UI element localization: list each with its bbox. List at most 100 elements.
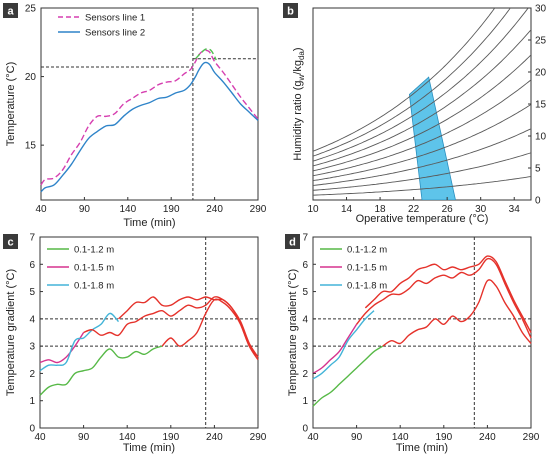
y-axis-label: Temperature (°C) xyxy=(5,62,17,146)
y-tick-label: 20 xyxy=(25,72,37,83)
x-tick-label: 140 xyxy=(392,432,409,443)
y-axis-label-part: Humidity ratio (g xyxy=(292,80,304,160)
y-tick-label: 30 xyxy=(535,4,547,15)
x-tick-label: 40 xyxy=(35,204,47,215)
x-tick-label: 140 xyxy=(119,204,136,215)
x-axis-label: Time (min) xyxy=(123,217,175,229)
panel-label: c xyxy=(7,237,13,249)
x-tick-label: 30 xyxy=(475,204,487,215)
legend-label: 0.1-1.5 m xyxy=(347,263,387,274)
series-line-0-1-1-2-m xyxy=(312,345,384,407)
panel-a-frame xyxy=(40,7,259,201)
series-line-unlabeled-4 xyxy=(83,296,259,361)
legend-label: 0.1-1.8 m xyxy=(74,281,114,292)
y-tick-label: 15 xyxy=(535,100,547,111)
relative-humidity-curve xyxy=(313,8,529,162)
x-tick-label: 40 xyxy=(307,432,319,443)
series-line-0-1-1-8-m xyxy=(39,312,120,372)
y-tick-label: 6 xyxy=(302,260,308,271)
x-tick-label: 90 xyxy=(351,432,363,443)
y-tick-label: 3 xyxy=(302,342,308,353)
x-tick-label: 34 xyxy=(509,204,521,215)
panel-c-gradient-chart: 40 90 140 190 240 290 0 1 2 3 4 5 6 7 Time (min) Temper… xyxy=(3,233,267,454)
y-axis-label-part: /kg xyxy=(292,60,304,75)
relative-humidity-curve xyxy=(313,104,531,182)
y-tick-label: 25 xyxy=(25,4,37,15)
y-axis-label-part: w xyxy=(297,74,306,81)
series-line-unlabeled-5 xyxy=(118,296,259,358)
relative-humidity-curve xyxy=(313,29,531,167)
y-axis-label-part: ) xyxy=(292,47,304,51)
x-tick-label: 190 xyxy=(163,204,180,215)
y-tick-label: 7 xyxy=(302,233,308,244)
x-tick-label: 240 xyxy=(479,432,496,443)
legend-label: Sensors line 2 xyxy=(85,28,145,39)
x-tick-label: 40 xyxy=(34,432,46,443)
series-line-unlabeled-5 xyxy=(364,255,532,333)
panel-a-temperature-chart: 40 90 140 190 240 290 15 20 25 Time (min) Temperat… xyxy=(3,3,267,229)
x-tick-label: 14 xyxy=(341,204,353,215)
x-tick-label: 190 xyxy=(435,432,452,443)
x-tick-label: 290 xyxy=(250,204,267,215)
relative-humidity-curve xyxy=(313,128,531,186)
x-tick-label: 240 xyxy=(206,204,223,215)
y-tick-label: 4 xyxy=(302,314,308,325)
series-line-unlabeled-4 xyxy=(356,257,532,339)
y-tick-label: 5 xyxy=(535,164,541,175)
panel-label-box xyxy=(3,234,18,249)
panel-label: d xyxy=(289,237,296,249)
panel-b-plot-area xyxy=(313,8,531,200)
series-line-0-1-1-5-m xyxy=(39,332,85,364)
x-axis-label: Time (min) xyxy=(396,442,448,454)
y-tick-label: 5 xyxy=(29,287,35,298)
y-tick-label: 15 xyxy=(25,141,37,152)
y-tick-label: 3 xyxy=(29,342,35,353)
legend-label: 0.1-1.8 m xyxy=(347,281,387,292)
relative-humidity-curve xyxy=(313,8,511,157)
x-tick-label: 290 xyxy=(250,432,267,443)
y-axis-label: Humidity ratio (gw/kgda) xyxy=(292,47,306,160)
x-tick-label: 90 xyxy=(78,432,90,443)
y-tick-label: 5 xyxy=(302,287,308,298)
y-tick-label: 0 xyxy=(29,424,35,435)
x-tick-label: 90 xyxy=(79,204,91,215)
series-line-sensors-line-1 xyxy=(40,49,259,186)
x-axis-label: Operative temperature (°C) xyxy=(356,213,489,225)
x-tick-label: 26 xyxy=(442,204,454,215)
x-tick-label: 290 xyxy=(523,432,540,443)
panel-label: a xyxy=(7,6,14,18)
panel-label-box xyxy=(285,234,300,249)
y-axis-label: Temperature gradient (°C) xyxy=(5,269,17,396)
comfort-zone xyxy=(408,76,456,200)
panel-label-box xyxy=(283,3,298,18)
y-tick-label: 20 xyxy=(535,68,547,79)
y-tick-label: 6 xyxy=(29,260,35,271)
series-line-unlabeled-3 xyxy=(382,279,532,347)
x-tick-label: 140 xyxy=(119,432,136,443)
y-tick-label: 4 xyxy=(29,314,35,325)
y-tick-label: 0 xyxy=(535,196,541,207)
relative-humidity-curve xyxy=(313,152,531,191)
panel-label-box xyxy=(3,3,18,18)
y-tick-label: 1 xyxy=(29,396,35,407)
series-line-0-1-1-5-m xyxy=(312,323,358,375)
series-line-0-1-1-8-m xyxy=(312,310,375,380)
series-line-unlabeled-2 xyxy=(195,48,217,61)
legend-label: Sensors line 1 xyxy=(85,13,145,24)
y-tick-label: 7 xyxy=(29,233,35,244)
legend-label: 0.1-1.2 m xyxy=(347,245,387,256)
y-tick-label: 2 xyxy=(302,369,308,380)
x-tick-label: 190 xyxy=(162,432,179,443)
y-tick-label: 10 xyxy=(535,132,547,143)
series-line-sensors-line-2 xyxy=(40,61,259,193)
x-tick-label: 10 xyxy=(307,204,319,215)
series-line-0-1-1-2-m xyxy=(39,345,163,396)
relative-humidity-curve xyxy=(313,79,531,177)
relative-humidity-curve xyxy=(313,8,496,152)
panel-d-gradient-chart: 40 90 140 190 240 290 0 1 2 3 4 5 6 7 Time (min) Temper… xyxy=(285,233,540,454)
y-axis-label: Temperature gradient (°C) xyxy=(287,269,299,396)
legend-label: 0.1-1.2 m xyxy=(74,245,114,256)
legend-label: 0.1-1.5 m xyxy=(74,263,114,274)
y-tick-label: 0 xyxy=(302,424,308,435)
